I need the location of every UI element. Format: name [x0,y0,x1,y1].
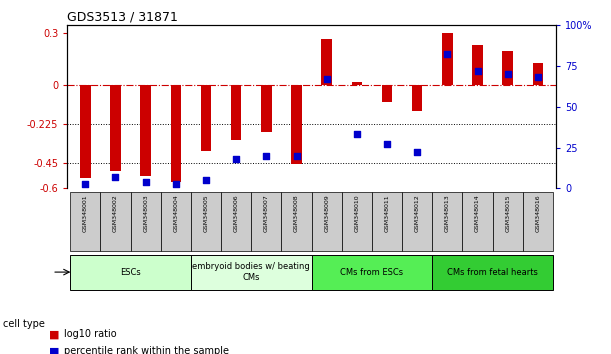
FancyBboxPatch shape [221,192,251,251]
Text: GSM348014: GSM348014 [475,195,480,233]
Point [201,177,211,183]
Bar [382,85,392,102]
Point [533,74,543,80]
FancyBboxPatch shape [100,192,131,251]
Text: CMs from ESCs: CMs from ESCs [340,268,403,276]
FancyBboxPatch shape [312,192,342,251]
FancyBboxPatch shape [312,255,433,290]
Bar [351,82,362,85]
FancyBboxPatch shape [131,192,161,251]
FancyBboxPatch shape [342,192,372,251]
FancyBboxPatch shape [463,192,492,251]
Text: GSM348012: GSM348012 [415,195,420,233]
Text: GSM348002: GSM348002 [113,195,118,233]
Text: GSM348008: GSM348008 [294,195,299,232]
Bar [170,85,181,182]
Bar [80,85,90,178]
Text: log10 ratio: log10 ratio [64,329,116,339]
FancyBboxPatch shape [191,192,221,251]
Text: GSM348016: GSM348016 [535,195,540,232]
Point [412,150,422,155]
FancyBboxPatch shape [282,192,312,251]
Point [232,156,241,162]
Point [262,153,271,159]
Text: GSM348011: GSM348011 [384,195,390,232]
Text: GSM348013: GSM348013 [445,195,450,233]
Text: GSM348003: GSM348003 [143,195,148,233]
Text: cell type: cell type [3,319,45,329]
Text: ESCs: ESCs [120,268,141,276]
Point [473,68,483,73]
FancyBboxPatch shape [523,192,553,251]
Text: GSM348007: GSM348007 [264,195,269,233]
Bar [231,85,241,140]
FancyBboxPatch shape [70,255,191,290]
Bar [141,85,151,176]
Point [141,179,150,185]
Bar [201,85,211,150]
Point [322,76,332,82]
FancyBboxPatch shape [70,192,100,251]
Point [111,174,120,180]
Text: GDS3513 / 31871: GDS3513 / 31871 [67,11,178,24]
Point [382,141,392,147]
FancyBboxPatch shape [492,192,523,251]
Point [291,153,301,159]
FancyBboxPatch shape [191,255,312,290]
Text: GSM348009: GSM348009 [324,195,329,233]
Point [503,71,513,77]
Text: CMs from fetal hearts: CMs from fetal hearts [447,268,538,276]
Text: GSM348010: GSM348010 [354,195,359,232]
Text: GSM348005: GSM348005 [203,195,208,232]
Bar [412,85,422,111]
FancyBboxPatch shape [251,192,282,251]
Bar [502,51,513,85]
Point [442,51,452,57]
Bar [442,33,453,85]
Text: percentile rank within the sample: percentile rank within the sample [64,346,229,354]
FancyBboxPatch shape [433,192,463,251]
Text: GSM348015: GSM348015 [505,195,510,232]
Bar [291,85,302,164]
Bar [472,45,483,85]
Text: embryoid bodies w/ beating
CMs: embryoid bodies w/ beating CMs [192,262,310,282]
Point [352,132,362,137]
Text: GSM348006: GSM348006 [233,195,239,232]
FancyBboxPatch shape [372,192,402,251]
FancyBboxPatch shape [402,192,433,251]
Bar [533,63,543,85]
Bar [110,85,121,171]
Point [81,181,90,186]
Text: ■: ■ [49,346,59,354]
Point [171,181,181,186]
Bar [261,85,272,132]
Text: ■: ■ [49,329,59,339]
Text: GSM348001: GSM348001 [83,195,88,232]
FancyBboxPatch shape [433,255,553,290]
FancyBboxPatch shape [161,192,191,251]
Text: GSM348004: GSM348004 [174,195,178,233]
Bar [321,39,332,85]
